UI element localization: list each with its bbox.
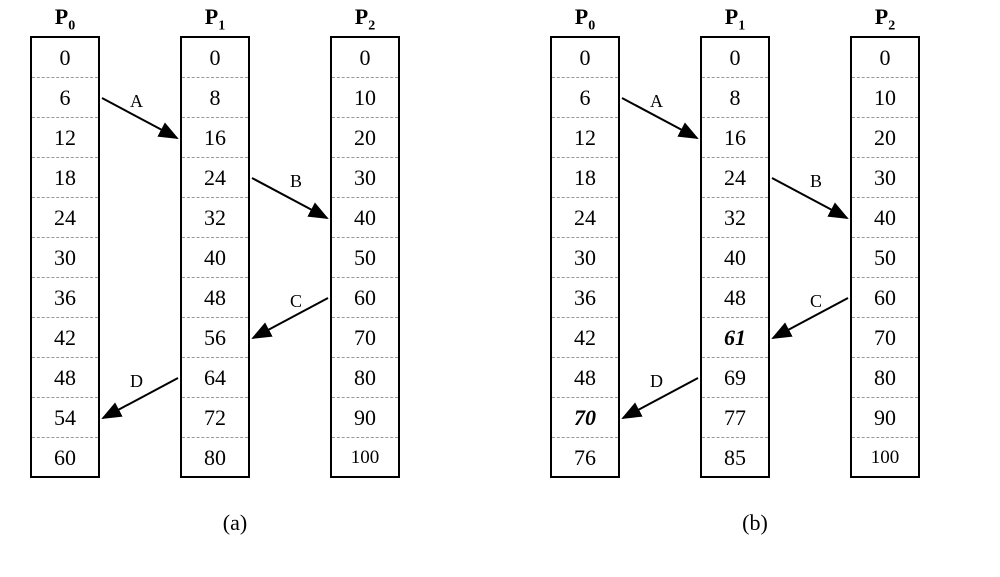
arrow-label-a: A [130,91,143,111]
arrow-d [623,378,698,418]
cell: 8 [702,78,768,118]
cell: 100 [852,438,918,478]
cell: 40 [332,198,398,238]
cell: 36 [552,278,618,318]
arrow-d [103,378,178,418]
cell: 40 [852,198,918,238]
arrow-a [622,98,697,138]
header-b-p0: P0 [555,4,615,34]
header-b-p2: P2 [855,4,915,34]
cell: 8 [182,78,248,118]
arrow-a [102,98,177,138]
cell: 10 [852,78,918,118]
cell: 0 [852,38,918,78]
cell: 80 [182,438,248,478]
cell: 90 [852,398,918,438]
cell: 70 [552,398,618,438]
cell: 32 [702,198,768,238]
cell: 60 [332,278,398,318]
cell: 80 [332,358,398,398]
cell: 24 [32,198,98,238]
cell: 85 [702,438,768,478]
arrow-b [252,178,327,218]
column-b-p2: 0 10 20 30 40 50 60 70 80 90 100 [850,36,920,478]
arrow-label-d: D [650,371,663,391]
cell: 48 [182,278,248,318]
cell: 36 [32,278,98,318]
cell: 30 [332,158,398,198]
cell: 30 [32,238,98,278]
cell: 0 [182,38,248,78]
caption-b: (b) [725,510,785,536]
arrow-label-b: B [810,171,822,191]
cell: 6 [32,78,98,118]
cell: 12 [32,118,98,158]
cell: 40 [702,238,768,278]
cell: 90 [332,398,398,438]
header-b-p1: P1 [705,4,765,34]
cell: 0 [702,38,768,78]
cell: 0 [332,38,398,78]
column-a-p0: 0 6 12 18 24 30 36 42 48 54 60 [30,36,100,478]
arrow-label-b: B [290,171,302,191]
cell: 69 [702,358,768,398]
cell: 60 [852,278,918,318]
cell: 16 [702,118,768,158]
cell: 70 [332,318,398,358]
cell: 72 [182,398,248,438]
arrow-label-c: C [810,291,822,311]
arrow-label-a: A [650,91,663,111]
cell: 42 [32,318,98,358]
cell: 60 [32,438,98,478]
cell: 48 [552,358,618,398]
cell: 6 [552,78,618,118]
column-a-p2: 0 10 20 30 40 50 60 70 80 90 100 [330,36,400,478]
cell: 24 [552,198,618,238]
cell: 54 [32,398,98,438]
cell: 40 [182,238,248,278]
cell: 70 [852,318,918,358]
header-a-p1: P1 [185,4,245,34]
cell: 18 [552,158,618,198]
cell: 64 [182,358,248,398]
arrow-c [773,298,848,338]
cell: 0 [552,38,618,78]
arrow-label-c: C [290,291,302,311]
cell: 56 [182,318,248,358]
cell: 50 [332,238,398,278]
arrow-b [772,178,847,218]
cell: 24 [182,158,248,198]
cell: 48 [702,278,768,318]
diagram-root: P0 P1 P2 0 6 12 18 24 30 36 42 48 54 60 … [0,0,1000,577]
column-b-p1: 0 8 16 24 32 40 48 61 69 77 85 [700,36,770,478]
cell: 20 [852,118,918,158]
cell: 77 [702,398,768,438]
cell: 18 [32,158,98,198]
header-a-p2: P2 [335,4,395,34]
cell: 42 [552,318,618,358]
cell: 80 [852,358,918,398]
header-a-p0: P0 [35,4,95,34]
cell: 10 [332,78,398,118]
cell: 50 [852,238,918,278]
column-b-p0: 0 6 12 18 24 30 36 42 48 70 76 [550,36,620,478]
arrow-label-d: D [130,371,143,391]
cell: 20 [332,118,398,158]
cell: 76 [552,438,618,478]
caption-a: (a) [205,510,265,536]
cell: 24 [702,158,768,198]
cell: 48 [32,358,98,398]
cell: 16 [182,118,248,158]
cell: 30 [852,158,918,198]
cell: 100 [332,438,398,478]
cell: 12 [552,118,618,158]
arrow-c [253,298,328,338]
cell: 0 [32,38,98,78]
column-a-p1: 0 8 16 24 32 40 48 56 64 72 80 [180,36,250,478]
cell: 30 [552,238,618,278]
cell: 32 [182,198,248,238]
cell: 61 [702,318,768,358]
